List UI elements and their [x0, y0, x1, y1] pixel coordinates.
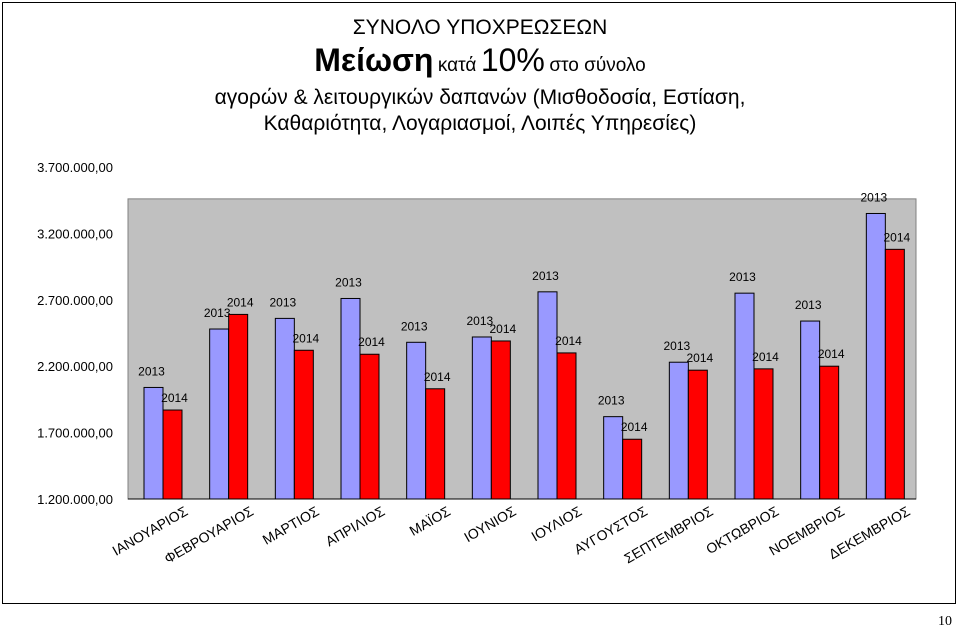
- data-label-2013: 2013: [269, 295, 296, 309]
- data-label-2013: 2013: [204, 306, 231, 320]
- data-label-2014: 2014: [621, 420, 648, 434]
- y-tick-label: 3.200.000,00: [37, 226, 113, 241]
- chart-title-line-3: αγορών & λειτουργικών δαπανών (Μισθοδοσί…: [214, 86, 746, 109]
- chart-title-line-1: ΣΥΝΟΛΟ ΥΠΟΧΡΕΩΣΕΩΝ: [352, 16, 608, 39]
- y-tick-label: 1.700.000,00: [37, 426, 113, 441]
- x-tick-label: ΜΑΡΤΙΟΣ: [260, 503, 322, 548]
- data-label-2014: 2014: [489, 322, 516, 336]
- bar-2013: [471, 336, 492, 500]
- title-small-word-1: κατά: [437, 55, 477, 76]
- data-label-2013: 2013: [466, 314, 493, 328]
- data-label-2014: 2014: [358, 335, 385, 349]
- x-tick-label: ΙΟΥΝΙΟΣ: [461, 503, 519, 546]
- data-label-2013: 2013: [401, 319, 428, 333]
- data-label-2014: 2014: [292, 331, 319, 345]
- data-label-2014: 2014: [818, 347, 845, 361]
- title-big-word: Μείωση: [314, 42, 434, 78]
- data-label-2014: 2014: [424, 370, 451, 384]
- chart-title-line-4: Καθαριότητα, Λογαριασμοί, Λοιπές Υπηρεσί…: [263, 112, 697, 135]
- data-label-2013: 2013: [598, 394, 625, 408]
- y-tick-label: 1.200.000,00: [37, 492, 113, 507]
- page-number: 10: [938, 614, 952, 629]
- data-label-2013: 2013: [729, 270, 756, 284]
- bar-2014: [884, 248, 905, 500]
- bar-2014: [228, 313, 249, 500]
- bar-2014: [753, 368, 774, 500]
- y-tick-label: 3.700.000,00: [37, 160, 113, 175]
- data-label-2013: 2013: [532, 269, 559, 283]
- bar-2014: [687, 369, 708, 500]
- bar-2013: [734, 292, 755, 500]
- y-tick-label: 2.200.000,00: [37, 359, 113, 374]
- bar-2014: [622, 438, 643, 500]
- title-percent: 10%: [480, 42, 545, 78]
- bar-2013: [668, 361, 689, 500]
- bar-2013: [406, 341, 427, 500]
- data-label-2014: 2014: [227, 295, 254, 309]
- data-label-2014: 2014: [161, 391, 188, 405]
- bar-2014: [162, 409, 183, 500]
- bar-2013: [209, 328, 230, 500]
- x-tick-label: ΑΠΡΙΛΙΟΣ: [323, 503, 388, 550]
- bar-2014: [819, 365, 840, 500]
- bar-2013: [143, 386, 164, 500]
- bar-2014: [425, 388, 446, 500]
- bar-2014: [359, 353, 380, 500]
- y-tick-label: 2.700.000,00: [37, 293, 113, 308]
- x-tick-label: ΜΑΪΟΣ: [407, 503, 454, 539]
- bar-2013: [865, 212, 886, 500]
- bar-2014: [556, 352, 577, 500]
- bar-2013: [603, 416, 624, 500]
- chart-title-line-2: Μείωση κατά 10% στο σύνολο: [0, 42, 960, 79]
- data-label-2013: 2013: [335, 275, 362, 289]
- data-label-2013: 2013: [795, 298, 822, 312]
- data-label-2014: 2014: [883, 230, 910, 244]
- x-tick-label: ΙΟΥΛΙΟΣ: [528, 503, 584, 545]
- bar-2013: [800, 320, 821, 500]
- title-small-word-2: στο σύνολο: [549, 55, 646, 76]
- data-label-2014: 2014: [752, 350, 779, 364]
- data-label-2014: 2014: [686, 351, 713, 365]
- bar-2013: [340, 297, 361, 500]
- bar-2013: [537, 291, 558, 500]
- data-label-2013: 2013: [663, 339, 690, 353]
- data-label-2014: 2014: [555, 334, 582, 348]
- bar-2014: [293, 349, 314, 500]
- bar-2014: [490, 340, 511, 500]
- bar-2013: [274, 317, 295, 500]
- data-label-2013: 2013: [860, 190, 887, 204]
- data-label-2013: 2013: [138, 364, 165, 378]
